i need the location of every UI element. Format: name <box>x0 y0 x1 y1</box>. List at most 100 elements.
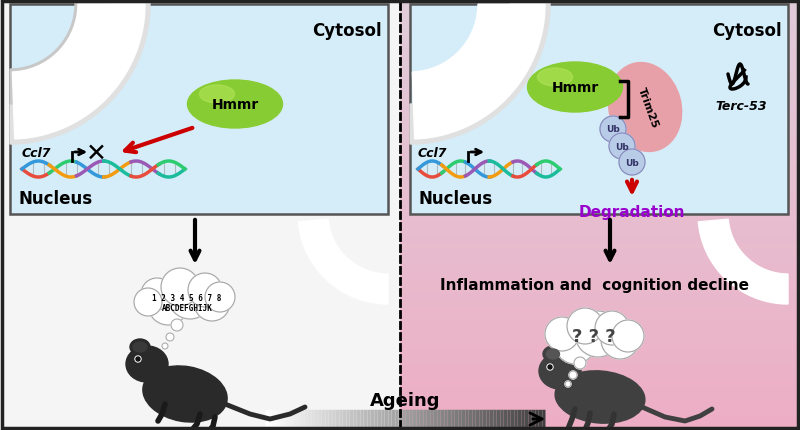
Bar <box>400 416 800 424</box>
Bar <box>400 143 800 151</box>
Ellipse shape <box>187 81 282 129</box>
Bar <box>400 108 800 116</box>
Ellipse shape <box>543 346 563 362</box>
Bar <box>400 0 800 8</box>
Bar <box>400 22 800 30</box>
Ellipse shape <box>143 366 227 422</box>
Ellipse shape <box>538 69 573 87</box>
Text: 1 2 3 4 5 6 7 8: 1 2 3 4 5 6 7 8 <box>152 294 222 303</box>
Circle shape <box>135 356 141 362</box>
Bar <box>400 172 800 180</box>
Circle shape <box>601 321 639 359</box>
Bar <box>400 194 800 202</box>
Bar <box>400 322 800 331</box>
Bar <box>400 201 800 209</box>
Circle shape <box>569 371 577 379</box>
Ellipse shape <box>555 371 645 423</box>
Circle shape <box>575 311 621 357</box>
Ellipse shape <box>546 349 559 359</box>
Bar <box>400 222 800 230</box>
Circle shape <box>609 134 635 160</box>
Circle shape <box>565 381 571 387</box>
Bar <box>400 150 800 159</box>
Bar <box>0 0 400 430</box>
Bar <box>400 115 800 123</box>
Circle shape <box>194 286 230 321</box>
Circle shape <box>612 320 644 352</box>
Ellipse shape <box>199 86 234 104</box>
Polygon shape <box>10 0 150 144</box>
Circle shape <box>595 311 629 345</box>
Bar <box>400 387 800 395</box>
Text: Ageing: Ageing <box>370 391 440 409</box>
Ellipse shape <box>608 63 682 152</box>
Bar <box>400 158 800 166</box>
Bar <box>400 351 800 359</box>
Bar <box>400 301 800 309</box>
Bar <box>400 308 800 316</box>
Bar <box>400 129 800 137</box>
Bar <box>400 136 800 144</box>
Bar <box>400 394 800 402</box>
Text: Trim25: Trim25 <box>636 86 660 129</box>
Bar <box>400 179 800 187</box>
Circle shape <box>134 289 162 316</box>
Ellipse shape <box>539 353 581 389</box>
Text: Ub: Ub <box>606 125 620 134</box>
FancyBboxPatch shape <box>410 5 788 215</box>
Circle shape <box>161 268 199 306</box>
Text: Degradation: Degradation <box>578 205 686 219</box>
Text: Inflammation and  cognition decline: Inflammation and cognition decline <box>441 277 750 292</box>
Bar <box>400 380 800 388</box>
Circle shape <box>567 308 603 344</box>
Bar <box>400 72 800 80</box>
Circle shape <box>141 278 173 310</box>
Text: ? ? ?: ? ? ? <box>572 327 616 345</box>
Bar <box>400 215 800 223</box>
FancyBboxPatch shape <box>10 5 388 215</box>
Polygon shape <box>412 5 545 140</box>
Circle shape <box>619 150 645 175</box>
Text: Cytosol: Cytosol <box>712 22 782 40</box>
Bar <box>400 29 800 37</box>
Text: ABCDEFGHIJK: ABCDEFGHIJK <box>162 304 213 313</box>
Text: Ccl7: Ccl7 <box>22 147 51 160</box>
Circle shape <box>547 364 553 370</box>
Text: Ccl7: Ccl7 <box>418 147 447 160</box>
Bar <box>400 229 800 237</box>
Bar <box>400 36 800 44</box>
Polygon shape <box>10 0 110 105</box>
Text: Hmmr: Hmmr <box>211 98 258 112</box>
Bar <box>400 79 800 87</box>
Text: Cytosol: Cytosol <box>312 22 382 40</box>
Bar <box>400 251 800 259</box>
Circle shape <box>600 117 626 143</box>
Text: Hmmr: Hmmr <box>551 81 598 95</box>
Circle shape <box>166 333 174 341</box>
Bar <box>400 344 800 352</box>
Bar <box>400 294 800 302</box>
Bar <box>400 265 800 273</box>
Bar <box>400 258 800 266</box>
Text: Ub: Ub <box>615 142 629 151</box>
Circle shape <box>545 317 579 351</box>
Bar <box>400 86 800 94</box>
Circle shape <box>168 275 212 319</box>
Bar <box>400 373 800 381</box>
Bar <box>400 408 800 417</box>
Circle shape <box>548 365 552 369</box>
Bar <box>400 50 800 58</box>
Bar <box>400 43 800 51</box>
Polygon shape <box>410 0 550 144</box>
Bar <box>400 165 800 173</box>
Bar <box>400 330 800 338</box>
Circle shape <box>574 357 586 369</box>
Text: Terc-53: Terc-53 <box>715 100 767 113</box>
Bar <box>400 64 800 73</box>
Circle shape <box>162 343 168 349</box>
Bar <box>400 237 800 245</box>
Circle shape <box>136 357 140 361</box>
Bar <box>400 358 800 366</box>
Polygon shape <box>298 220 388 304</box>
Bar <box>400 208 800 216</box>
